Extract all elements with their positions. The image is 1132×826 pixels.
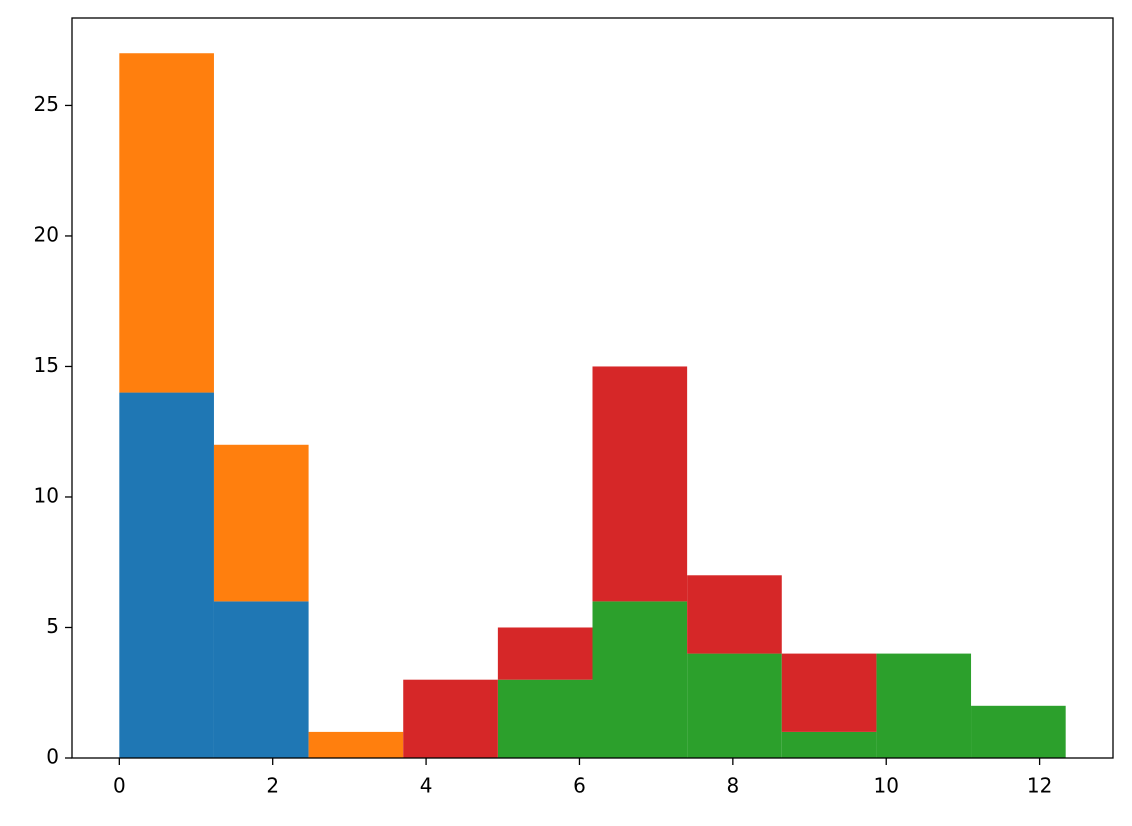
x-tick-label: 8 xyxy=(726,774,739,798)
bar xyxy=(213,601,309,758)
bar xyxy=(308,731,404,758)
x-tick-label: 4 xyxy=(420,774,433,798)
bar xyxy=(781,653,877,732)
bar xyxy=(687,653,782,758)
y-tick-label: 10 xyxy=(34,483,59,507)
bar xyxy=(687,575,782,654)
plot-frame xyxy=(71,17,1114,759)
y-tick-label: 25 xyxy=(34,92,59,116)
y-tick-label: 15 xyxy=(34,353,59,377)
bar xyxy=(876,653,972,758)
bar xyxy=(592,366,688,602)
x-tick-label: 2 xyxy=(266,774,279,798)
bar xyxy=(497,627,593,680)
x-tick-label: 0 xyxy=(113,774,126,798)
x-tick-label: 6 xyxy=(573,774,586,798)
bar xyxy=(497,679,593,758)
bar xyxy=(403,679,498,758)
x-tick-label: 10 xyxy=(873,774,898,798)
bar xyxy=(781,731,877,758)
bar xyxy=(971,705,1066,758)
x-tick-label: 12 xyxy=(1027,774,1052,798)
y-tick-label: 0 xyxy=(46,745,59,769)
y-tick-label: 20 xyxy=(34,222,59,246)
bar xyxy=(119,392,214,758)
bar xyxy=(119,53,214,393)
bar xyxy=(592,601,688,758)
y-tick-label: 5 xyxy=(46,614,59,638)
bar xyxy=(213,444,309,602)
